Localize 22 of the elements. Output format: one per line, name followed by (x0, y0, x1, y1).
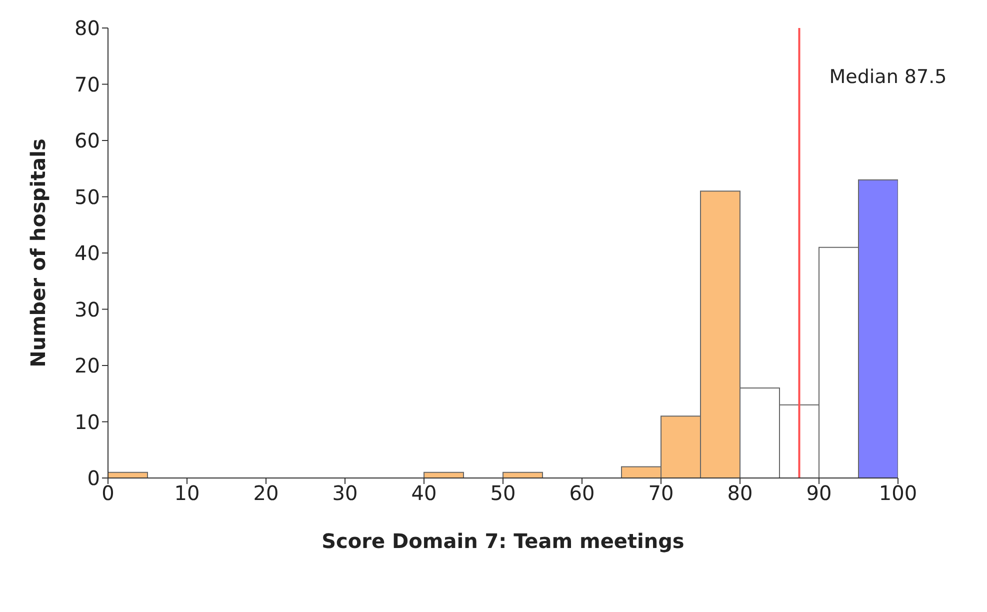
y-tick-label: 20 (74, 354, 100, 378)
x-tick-label: 50 (490, 481, 516, 506)
y-tick-label: 80 (74, 16, 100, 40)
y-tick-label: 30 (74, 297, 100, 322)
ref-line-label: Median 87.5 (829, 66, 947, 88)
x-tick-label: 60 (569, 481, 595, 506)
x-axis-title: Score Domain 7: Team meetings (322, 529, 684, 553)
x-tick-label: 90 (806, 481, 832, 506)
y-tick-label: 60 (74, 128, 100, 153)
y-axis-title: Number of hospitals (26, 138, 50, 368)
x-tick-label: 20 (253, 481, 279, 506)
x-tick-label: 70 (648, 481, 674, 506)
x-tick-label: 80 (727, 481, 753, 506)
x-tick-label: 10 (174, 481, 200, 506)
y-tick-label: 50 (74, 184, 100, 209)
x-tick-label: 30 (332, 481, 358, 506)
x-tick-label: 100 (878, 481, 918, 506)
y-tick-label: 70 (74, 72, 100, 96)
y-tick-label: 40 (74, 241, 100, 266)
x-tick-label: 40 (411, 481, 437, 506)
y-tick-label: 10 (74, 410, 100, 434)
y-tick-label: 0 (87, 466, 100, 490)
